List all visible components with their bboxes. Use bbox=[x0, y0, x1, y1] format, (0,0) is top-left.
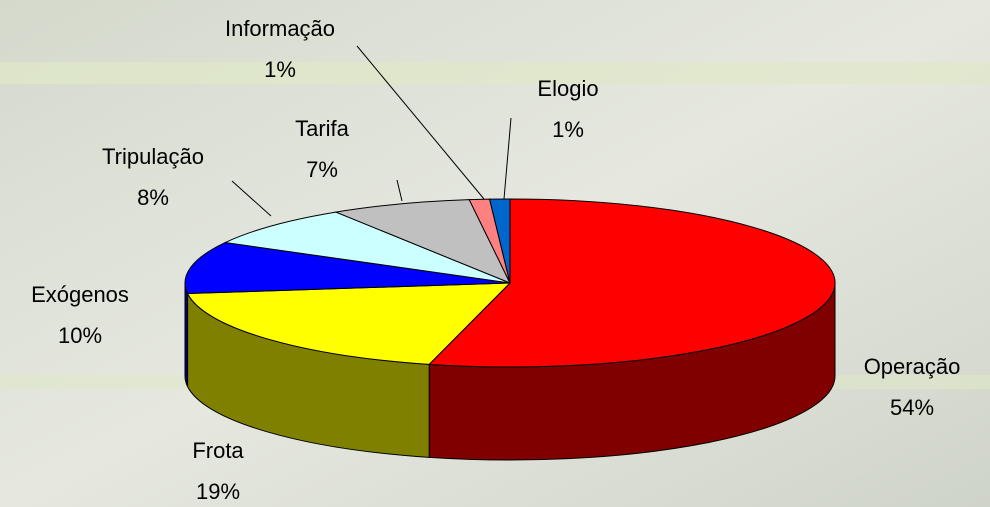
chart: Operação 54% Frota 19% Exógenos 10% Tripulação… bbox=[0, 0, 990, 507]
value-label: 1% bbox=[552, 117, 584, 142]
value-label: 7% bbox=[306, 157, 338, 182]
value-label: 8% bbox=[137, 185, 169, 210]
category-label: Exógenos bbox=[31, 282, 129, 307]
category-label: Elogio bbox=[537, 76, 598, 101]
category-label: Frota bbox=[192, 438, 244, 463]
value-label: 19% bbox=[196, 479, 240, 504]
pie-side bbox=[185, 283, 188, 387]
value-label: 1% bbox=[264, 57, 296, 82]
value-label: 54% bbox=[890, 395, 934, 420]
background-band bbox=[0, 62, 990, 84]
category-label: Tripulação bbox=[102, 144, 204, 169]
category-label: Informação bbox=[225, 16, 335, 41]
category-label: Operação bbox=[864, 354, 961, 379]
category-label: Tarifa bbox=[295, 116, 350, 141]
value-label: 10% bbox=[58, 323, 102, 348]
